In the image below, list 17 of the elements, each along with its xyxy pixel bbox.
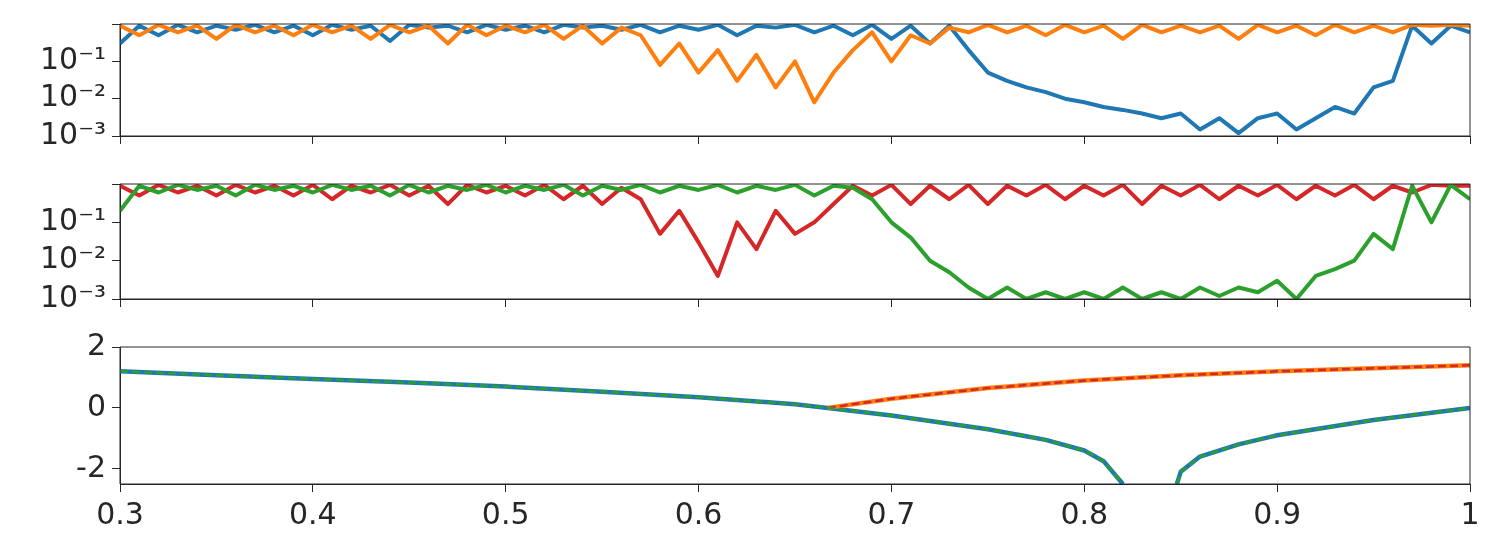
x-tick-label: 0.5 (481, 495, 530, 531)
x-tick-label: 0.6 (674, 495, 723, 531)
y-tick-label: -2 (76, 448, 106, 484)
x-tick-label: 0.4 (289, 495, 337, 531)
y-tick-label: 0 (86, 387, 106, 423)
y-tick-label: 2 (86, 326, 106, 362)
y-tick-label: 10⁻¹ (39, 41, 106, 77)
x-tick-label: 1 (1460, 495, 1480, 531)
y-tick-label: 10⁻¹ (39, 202, 106, 238)
x-tick-label: 0.9 (1253, 495, 1301, 531)
x-tick-label: 0.7 (867, 495, 916, 531)
y-tick-label: 10⁻³ (39, 278, 106, 314)
y-tick-label: 10⁻² (39, 78, 106, 114)
y-tick-label: 10⁻² (39, 240, 106, 276)
x-tick-label: 0.3 (96, 495, 144, 531)
y-tick-label: 10⁻³ (39, 115, 106, 151)
x-tick-label: 0.8 (1060, 495, 1109, 531)
